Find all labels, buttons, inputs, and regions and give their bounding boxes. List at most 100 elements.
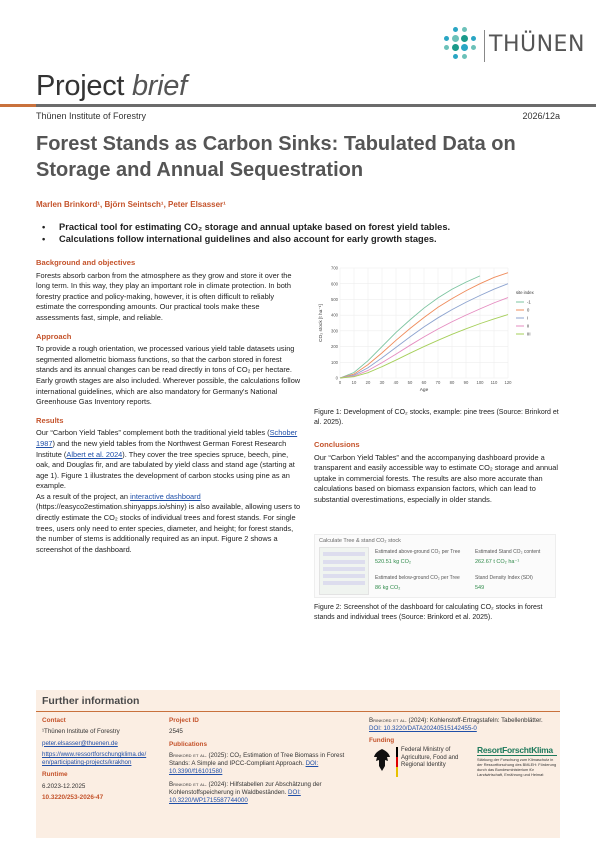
footer-publications-column: Project ID 2545 Publications Brinkord et… bbox=[169, 717, 357, 806]
logo-separator bbox=[484, 30, 485, 62]
y-tick-label: 200 bbox=[331, 344, 339, 349]
pub-text: (2025): CO₂ Estimation of Tree Biomass i… bbox=[169, 751, 345, 768]
logo-dot bbox=[453, 54, 458, 59]
x-tick-label: 70 bbox=[436, 380, 441, 385]
publication-item: Brinkord et al. (2024): Hilfstabellen zu… bbox=[169, 781, 357, 806]
figure2-caption: Figure 2: Screenshot of the dashboard fo… bbox=[314, 604, 543, 621]
pub-doi-link[interactable]: DOI: 10.3220/DATA20240515142455-0 bbox=[369, 725, 477, 733]
dashboard-title: Calculate Tree & stand CO₂ stock bbox=[319, 538, 401, 544]
legend-label: III bbox=[527, 332, 531, 337]
series-line-I bbox=[339, 283, 509, 379]
x-tick-label: 40 bbox=[394, 380, 399, 385]
publications-heading: Publications bbox=[169, 740, 207, 748]
logo-dots-icon bbox=[443, 26, 479, 62]
y-tick-label: 700 bbox=[331, 266, 339, 271]
x-tick-label: 100 bbox=[477, 380, 485, 385]
results-text: ). They cover the tree species spruce, b… bbox=[36, 449, 295, 491]
logo-dot bbox=[444, 45, 449, 50]
x-tick-label: 50 bbox=[408, 380, 413, 385]
logo-dot bbox=[471, 45, 476, 50]
figure1-caption: Figure 1: Development of CO₂ stocks, exa… bbox=[314, 409, 559, 426]
logo-dot bbox=[471, 36, 476, 41]
logo-dot bbox=[453, 27, 458, 32]
section-text-results: Our “Carbon Yield Tables” complement bot… bbox=[36, 428, 303, 555]
flag-bar bbox=[396, 747, 398, 777]
contact-heading: Contact bbox=[42, 717, 66, 724]
link-interactive-dashboard[interactable]: interactive dashboard bbox=[130, 491, 201, 501]
section-heading-conclusions: Conclusions bbox=[314, 440, 360, 449]
x-axis-label: Age bbox=[420, 387, 429, 393]
results-text: ) and the new yield tables from the Nort… bbox=[36, 438, 287, 459]
x-tick-label: 0 bbox=[339, 380, 342, 385]
issue-number: 2026/12a bbox=[522, 111, 560, 121]
x-tick-label: 30 bbox=[380, 380, 385, 385]
institute-name: Thünen Institute of Forestry bbox=[36, 111, 147, 121]
runtime-value: 6.2023-12.2025 bbox=[42, 782, 86, 790]
logo-dot bbox=[462, 54, 467, 59]
pub-text: (2024): Hilfstabellen zur Abschätzung de… bbox=[169, 780, 322, 797]
pub-text: (2024): Kohlenstoff-Ertragstafeln: Tabel… bbox=[406, 717, 543, 724]
y-axis-label: CO₂ stock [t ha⁻¹] bbox=[318, 304, 324, 342]
link-albert-2024[interactable]: Albert et al. 2024 bbox=[66, 449, 123, 459]
legend-label: -1 bbox=[527, 300, 531, 305]
legend-title: site index bbox=[516, 290, 535, 295]
left-column: Background and objectives Forests absorb… bbox=[36, 258, 303, 563]
series-line-II bbox=[339, 297, 509, 379]
publication-item: Brinkord et al. (2025): CO₂ Estimation o… bbox=[169, 752, 357, 777]
results-text: Our “Carbon Yield Tables” complement bot… bbox=[36, 428, 270, 438]
series-line--1 bbox=[339, 275, 481, 379]
footer-title: Further information bbox=[42, 695, 140, 707]
figure1-chart: 0 100 200 300 400 500 600 700 0 10 20 30 40 50 60 70 80 9… bbox=[314, 262, 560, 400]
results-text: (https://easyco2estimation.shinyapps.io/… bbox=[36, 502, 301, 554]
thuenen-logo: THÜNEN bbox=[443, 24, 584, 68]
contact-email-link[interactable]: peter.elsasser@thuenen.de bbox=[42, 739, 118, 747]
contact-url-link[interactable]: https://www.ressortforschungklima.de/ bbox=[42, 750, 147, 758]
highlight-item: Practical tool for estimating CO₂ storag… bbox=[42, 222, 562, 232]
dashboard-value4: 549 bbox=[475, 585, 485, 591]
dashboard-value3: 86 kg CO₂ bbox=[375, 585, 401, 591]
pub-doi-link[interactable]: DOI: 10.3220/WP1715587744000 bbox=[169, 789, 301, 805]
dashboard-label4: Stand Density Index (SDI) bbox=[475, 575, 533, 581]
results-text: As a result of the project, an bbox=[36, 491, 131, 501]
runtime-heading: Runtime bbox=[42, 771, 68, 779]
rfk-logo: ResortForschtKlima Stärkung der Forschun… bbox=[477, 746, 557, 777]
contact-org: ¹Thünen Institute of Forestry bbox=[42, 728, 120, 736]
project-id-heading: Project ID bbox=[169, 717, 199, 724]
dashboard-screenshot: Calculate Tree & stand CO₂ stock Estimat… bbox=[314, 534, 556, 598]
conclusions-block: Conclusions Our “Carbon Yield Tables” an… bbox=[314, 440, 560, 514]
authors: Marlen Brinkord¹, Björn Seintsch¹, Peter… bbox=[36, 200, 226, 209]
x-tick-label: 60 bbox=[422, 380, 427, 385]
pub-author: Brinkord et al. bbox=[169, 780, 207, 788]
highlight-item: Calculations follow international guidel… bbox=[42, 234, 562, 244]
section-text-background: Forests absorb carbon from the atmospher… bbox=[36, 270, 292, 322]
dashboard-value1: 520.51 kg CO₂ bbox=[375, 559, 412, 565]
pub-author: Brinkord et al. bbox=[169, 751, 207, 759]
footer-rule bbox=[36, 711, 560, 712]
dashboard-label1: Estimated above-ground CO₂ per Tree bbox=[375, 549, 461, 555]
federal-eagle-icon bbox=[371, 747, 393, 775]
logo-dot bbox=[462, 27, 467, 32]
logo-dot bbox=[461, 44, 468, 51]
legend-label: 0 bbox=[527, 308, 530, 313]
brief-word-project: Project bbox=[36, 70, 125, 102]
x-tick-label: 90 bbox=[464, 380, 469, 385]
contact-url-link-cont[interactable]: en/participating-projects/krakhon bbox=[42, 759, 132, 767]
section-heading-background: Background and objectives bbox=[36, 258, 136, 267]
brief-word-brief: brief bbox=[131, 70, 187, 102]
x-tick-label: 120 bbox=[505, 380, 513, 385]
section-text-approach: To provide a rough orientation, we proce… bbox=[36, 344, 301, 407]
dashboard-label2: Estimated Stand CO₂ content bbox=[475, 549, 541, 555]
header-rule bbox=[0, 104, 596, 107]
dashboard-input-panel bbox=[319, 547, 369, 595]
pub-doi-link[interactable]: DOI: 10.3390/f16101580 bbox=[169, 760, 319, 776]
x-tick-label: 20 bbox=[366, 380, 371, 385]
legend-label: I bbox=[527, 316, 528, 321]
section-text-conclusions: Our “Carbon Yield Tables” and the accomp… bbox=[314, 452, 559, 504]
series-line-III bbox=[339, 314, 509, 379]
link-schober-1987[interactable]: Schober 1987 bbox=[36, 428, 298, 448]
publication-item: Brinkord et al. (2024): Kohlenstoff-Ertr… bbox=[369, 717, 557, 734]
x-tick-label: 110 bbox=[491, 380, 498, 385]
funder-name: Federal Ministry of Agriculture, Food an… bbox=[401, 747, 459, 768]
co2-stock-chart: 0 100 200 300 400 500 600 700 0 10 20 30 40 50 60 70 80 9… bbox=[318, 266, 535, 393]
x-tick-label: 10 bbox=[352, 380, 357, 385]
